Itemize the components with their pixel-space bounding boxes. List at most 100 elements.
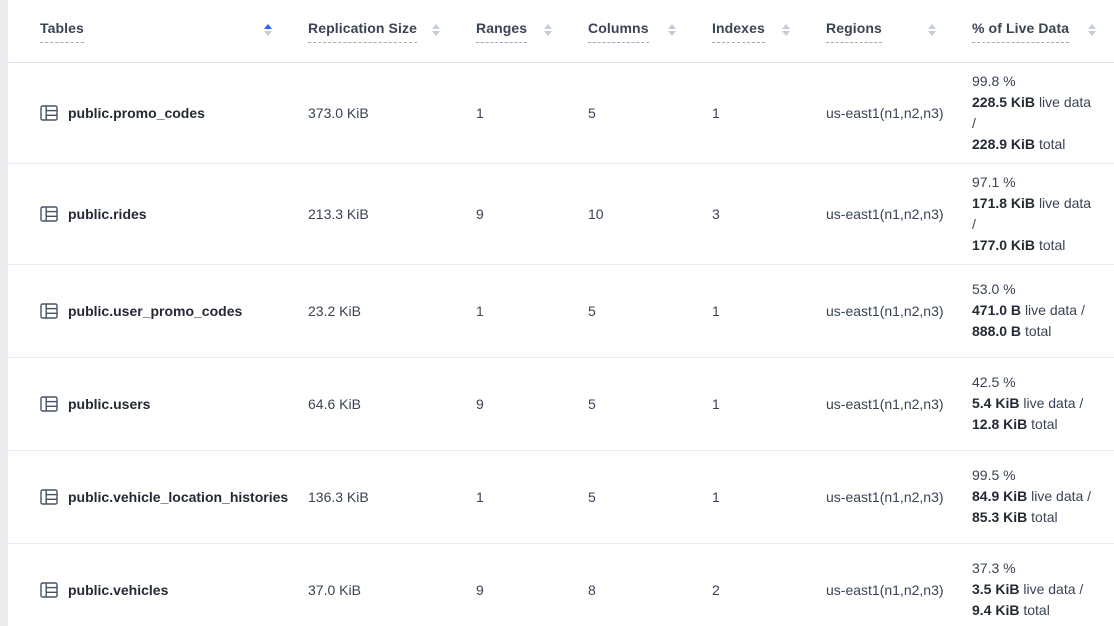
- sort-desc-icon[interactable]: [928, 31, 936, 37]
- live-data-percent: 53.0 %: [972, 281, 1016, 297]
- replication-size-cell: 64.6 KiB: [308, 395, 361, 412]
- ranges-cell: 9: [476, 395, 484, 412]
- table-name-link[interactable]: public.users: [68, 395, 151, 412]
- live-data-size: 84.9 KiB live data /: [972, 488, 1092, 504]
- indexes-cell: 3: [712, 205, 720, 222]
- live-data-size: 471.0 B live data /: [972, 302, 1085, 318]
- column-header-of-live-data[interactable]: % of Live Data: [954, 0, 1114, 63]
- table-row[interactable]: public.rides 213.3 KiB 9 10 3 us-east1(n…: [8, 163, 1114, 264]
- indexes-cell: 1: [712, 104, 720, 121]
- regions-cell: us-east1(n1,n2,n3): [826, 488, 944, 505]
- regions-cell: us-east1(n1,n2,n3): [826, 205, 944, 222]
- indexes-cell: 1: [712, 488, 720, 505]
- replication-size-cell: 23.2 KiB: [308, 302, 361, 319]
- table-name-link[interactable]: public.vehicle_location_histories: [68, 488, 289, 505]
- live-data-percent: 42.5 %: [972, 374, 1016, 390]
- table-name-link[interactable]: public.promo_codes: [68, 104, 205, 121]
- header-row: Tables Replication Size Ranges Columns: [8, 0, 1114, 63]
- column-header-label: Tables: [40, 20, 84, 44]
- total-data-size: 12.8 KiB total: [972, 416, 1058, 432]
- table-body: public.promo_codes 373.0 KiB 1 5 1 us-ea…: [8, 62, 1114, 626]
- table-row[interactable]: public.vehicles 37.0 KiB 9 8 2 us-east1(…: [8, 543, 1114, 626]
- table-row[interactable]: public.promo_codes 373.0 KiB 1 5 1 us-ea…: [8, 62, 1114, 163]
- table-grid-icon: [40, 581, 58, 598]
- ranges-cell: 9: [476, 581, 484, 598]
- sort-desc-icon[interactable]: [668, 31, 676, 37]
- table-row[interactable]: public.users 64.6 KiB 9 5 1 us-east1(n1,…: [8, 357, 1114, 450]
- sort-arrows-icon[interactable]: [782, 24, 790, 37]
- column-header-label: Replication Size: [308, 20, 417, 44]
- table-grid-icon: [40, 104, 58, 121]
- sort-asc-icon[interactable]: [928, 24, 936, 30]
- total-data-size: 9.4 KiB total: [972, 602, 1050, 618]
- ranges-cell: 1: [476, 104, 484, 121]
- regions-cell: us-east1(n1,n2,n3): [826, 395, 944, 412]
- column-header-label: Regions: [826, 20, 882, 44]
- columns-cell: 8: [588, 581, 596, 598]
- live-data-size: 228.5 KiB live data /: [972, 93, 1092, 131]
- table-header: Tables Replication Size Ranges Columns: [8, 0, 1114, 63]
- ranges-cell: 1: [476, 302, 484, 319]
- sort-asc-icon[interactable]: [782, 24, 790, 30]
- table-grid-icon: [40, 302, 58, 319]
- sort-arrows-icon[interactable]: [264, 24, 272, 37]
- live-data-cell: 37.3 % 3.5 KiB live data / 9.4 KiB total: [954, 543, 1114, 626]
- column-header-indexes[interactable]: Indexes: [694, 0, 808, 63]
- sort-desc-icon[interactable]: [782, 31, 790, 37]
- live-data-cell: 53.0 % 471.0 B live data / 888.0 B total: [954, 264, 1114, 357]
- total-data-size: 85.3 KiB total: [972, 509, 1058, 525]
- columns-cell: 10: [588, 205, 604, 222]
- table-name-link[interactable]: public.rides: [68, 205, 147, 222]
- replication-size-cell: 37.0 KiB: [308, 581, 361, 598]
- regions-cell: us-east1(n1,n2,n3): [826, 104, 944, 121]
- total-data-size: 888.0 B total: [972, 323, 1052, 339]
- regions-cell: us-east1(n1,n2,n3): [826, 302, 944, 319]
- sort-asc-icon[interactable]: [544, 24, 552, 30]
- sort-desc-icon[interactable]: [1088, 31, 1096, 37]
- sort-asc-icon[interactable]: [668, 24, 676, 30]
- tables-content: Tables Replication Size Ranges Columns: [8, 0, 1114, 626]
- sort-desc-icon[interactable]: [544, 31, 552, 37]
- sort-asc-icon[interactable]: [1088, 24, 1096, 30]
- live-data-percent: 99.8 %: [972, 72, 1016, 89]
- sort-asc-icon[interactable]: [432, 24, 440, 30]
- column-header-label: Columns: [588, 20, 649, 44]
- column-header-tables[interactable]: Tables: [8, 0, 290, 63]
- sort-arrows-icon[interactable]: [928, 24, 936, 37]
- live-data-size: 3.5 KiB live data /: [972, 581, 1084, 597]
- replication-size-cell: 373.0 KiB: [308, 104, 369, 121]
- columns-cell: 5: [588, 302, 596, 319]
- table-name-link[interactable]: public.vehicles: [68, 581, 169, 598]
- table-row[interactable]: public.vehicle_location_histories 136.3 …: [8, 450, 1114, 543]
- live-data-cell: 97.1 % 171.8 KiB live data / 177.0 KiB t…: [954, 163, 1114, 264]
- table-name-link[interactable]: public.user_promo_codes: [68, 302, 243, 319]
- column-header-columns[interactable]: Columns: [570, 0, 694, 63]
- sort-desc-icon[interactable]: [264, 31, 272, 37]
- live-data-size: 5.4 KiB live data /: [972, 395, 1084, 411]
- live-data-cell: 99.5 % 84.9 KiB live data / 85.3 KiB tot…: [954, 450, 1114, 543]
- live-data-cell: 42.5 % 5.4 KiB live data / 12.8 KiB tota…: [954, 357, 1114, 450]
- indexes-cell: 2: [712, 581, 720, 598]
- column-header-ranges[interactable]: Ranges: [458, 0, 570, 63]
- sort-arrows-icon[interactable]: [668, 24, 676, 37]
- column-header-label: % of Live Data: [972, 20, 1070, 44]
- sort-arrows-icon[interactable]: [1088, 24, 1096, 37]
- sort-desc-icon[interactable]: [432, 31, 440, 37]
- sort-arrows-icon[interactable]: [432, 24, 440, 37]
- column-header-label: Ranges: [476, 20, 528, 44]
- total-data-size: 228.9 KiB total: [972, 135, 1066, 152]
- table-row[interactable]: public.user_promo_codes 23.2 KiB 1 5 1 u…: [8, 264, 1114, 357]
- live-data-size: 171.8 KiB live data /: [972, 194, 1092, 232]
- indexes-cell: 1: [712, 395, 720, 412]
- live-data-cell: 99.8 % 228.5 KiB live data / 228.9 KiB t…: [954, 62, 1114, 163]
- sort-arrows-icon[interactable]: [544, 24, 552, 37]
- columns-cell: 5: [588, 395, 596, 412]
- sort-asc-icon[interactable]: [264, 24, 272, 30]
- live-data-percent: 99.5 %: [972, 467, 1016, 483]
- column-header-regions[interactable]: Regions: [808, 0, 954, 63]
- column-header-replication-size[interactable]: Replication Size: [290, 0, 458, 63]
- replication-size-cell: 213.3 KiB: [308, 205, 369, 222]
- table-grid-icon: [40, 205, 58, 222]
- total-data-size: 177.0 KiB total: [972, 236, 1066, 253]
